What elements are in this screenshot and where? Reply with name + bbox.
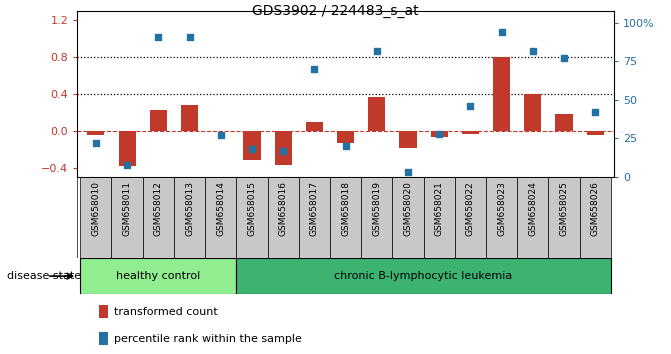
Bar [99,332,108,345]
Text: GSM658010: GSM658010 [91,181,101,236]
Bar [556,114,572,131]
Text: GSM658023: GSM658023 [497,181,506,236]
Bar [431,131,448,137]
Text: healthy control: healthy control [116,271,201,281]
Bar [517,177,548,258]
Bar [236,177,268,258]
Bar [205,177,236,258]
Point [309,66,319,72]
Text: chronic B-lymphocytic leukemia: chronic B-lymphocytic leukemia [334,271,513,281]
Bar [299,177,330,258]
Text: GSM658017: GSM658017 [310,181,319,236]
Text: percentile rank within the sample: percentile rank within the sample [113,334,301,344]
Text: GDS3902 / 224483_s_at: GDS3902 / 224483_s_at [252,4,419,18]
Text: GSM658012: GSM658012 [154,181,163,236]
Text: disease state: disease state [7,271,81,281]
Bar [236,258,611,294]
Point [434,131,445,137]
Bar [337,131,354,143]
Bar [81,177,111,258]
Bar [306,121,323,131]
Text: GSM658021: GSM658021 [435,181,444,236]
Point [121,162,132,167]
Point [215,132,226,138]
Text: GSM658025: GSM658025 [560,181,568,236]
Point [559,56,570,61]
Bar [244,131,260,160]
Bar [548,177,580,258]
Point [91,140,101,146]
Text: GSM658024: GSM658024 [528,181,537,236]
Text: GSM658022: GSM658022 [466,181,475,236]
Bar [368,97,385,131]
Bar [423,177,455,258]
Point [184,34,195,40]
Bar [586,131,604,135]
Bar [393,177,423,258]
Bar [580,177,611,258]
Point [340,143,351,149]
Text: GSM658020: GSM658020 [403,181,413,236]
Point [372,48,382,53]
Bar [330,177,361,258]
Bar [119,131,136,166]
Text: GSM658018: GSM658018 [341,181,350,236]
Point [278,148,289,154]
Text: transformed count: transformed count [113,307,217,317]
Point [246,147,257,152]
Bar [87,131,105,135]
Point [403,170,413,175]
Bar [81,258,236,294]
Bar [111,177,143,258]
Bar [462,131,479,133]
Text: GSM658011: GSM658011 [123,181,132,236]
Bar [361,177,393,258]
Point [153,34,164,40]
Point [465,103,476,109]
Bar [143,177,174,258]
Bar [524,94,541,131]
Bar [150,110,167,131]
Bar [486,177,517,258]
Point [497,29,507,35]
Bar [399,131,417,148]
Bar [181,105,198,131]
Text: GSM658014: GSM658014 [216,181,225,236]
Text: GSM658026: GSM658026 [590,181,600,236]
Bar [455,177,486,258]
Bar [493,57,510,131]
Text: GSM658015: GSM658015 [248,181,256,236]
Point [590,109,601,115]
Bar [174,177,205,258]
Text: GSM658019: GSM658019 [372,181,381,236]
Point [527,48,538,53]
Text: GSM658016: GSM658016 [278,181,288,236]
Bar [268,177,299,258]
Bar [99,305,108,318]
Bar [274,131,292,165]
Text: GSM658013: GSM658013 [185,181,194,236]
